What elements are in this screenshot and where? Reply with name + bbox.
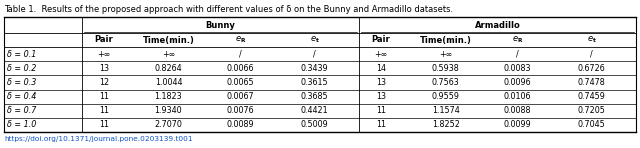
Text: 0.9559: 0.9559 <box>432 92 460 101</box>
Text: 1.9340: 1.9340 <box>155 106 182 115</box>
Text: Armadillo: Armadillo <box>474 21 520 29</box>
Text: https://doi.org/10.1371/journal.pone.0203139.t001: https://doi.org/10.1371/journal.pone.020… <box>4 136 193 142</box>
Text: $e_\mathregular{R}$: $e_\mathregular{R}$ <box>235 35 246 45</box>
Text: δ = 0.3: δ = 0.3 <box>7 78 36 87</box>
Text: +∞: +∞ <box>162 50 175 59</box>
Text: 0.0106: 0.0106 <box>504 92 531 101</box>
Text: Time(min.): Time(min.) <box>143 36 195 45</box>
Text: 0.0089: 0.0089 <box>227 120 254 129</box>
Text: 1.1574: 1.1574 <box>432 106 460 115</box>
Text: 0.7045: 0.7045 <box>578 120 605 129</box>
Text: δ = 1.0: δ = 1.0 <box>7 120 36 129</box>
Text: 14: 14 <box>376 64 386 73</box>
Text: +∞: +∞ <box>439 50 452 59</box>
Text: $e_\mathregular{t}$: $e_\mathregular{t}$ <box>310 35 319 45</box>
Text: 1.8252: 1.8252 <box>432 120 460 129</box>
Text: 0.0096: 0.0096 <box>504 78 532 87</box>
Text: δ = 0.1: δ = 0.1 <box>7 50 36 59</box>
Text: 0.3615: 0.3615 <box>301 78 328 87</box>
Text: 0.6726: 0.6726 <box>578 64 605 73</box>
Text: 13: 13 <box>376 92 386 101</box>
Text: $e_\mathregular{R}$: $e_\mathregular{R}$ <box>512 35 524 45</box>
Text: 11: 11 <box>376 106 386 115</box>
Text: Time(min.): Time(min.) <box>420 36 472 45</box>
Text: +∞: +∞ <box>374 50 388 59</box>
Text: /: / <box>239 50 242 59</box>
Text: 11: 11 <box>99 120 109 129</box>
Text: 11: 11 <box>376 120 386 129</box>
Text: δ = 0.2: δ = 0.2 <box>7 64 36 73</box>
Text: +∞: +∞ <box>97 50 111 59</box>
Text: Table 1.  Results of the proposed approach with different values of δ on the Bun: Table 1. Results of the proposed approac… <box>4 5 453 14</box>
Text: 0.0076: 0.0076 <box>227 106 254 115</box>
Text: /: / <box>516 50 519 59</box>
Text: 0.0088: 0.0088 <box>504 106 531 115</box>
Text: /: / <box>591 50 593 59</box>
Text: 0.0099: 0.0099 <box>504 120 532 129</box>
Text: 0.0066: 0.0066 <box>227 64 254 73</box>
Text: δ = 0.7: δ = 0.7 <box>7 106 36 115</box>
Text: Pair: Pair <box>95 36 113 45</box>
Text: 11: 11 <box>99 106 109 115</box>
Text: 0.0067: 0.0067 <box>227 92 254 101</box>
Text: 0.3685: 0.3685 <box>301 92 328 101</box>
Text: Bunny: Bunny <box>205 21 235 29</box>
Text: $e_\mathregular{t}$: $e_\mathregular{t}$ <box>587 35 596 45</box>
Text: 0.7205: 0.7205 <box>578 106 605 115</box>
Text: 0.0083: 0.0083 <box>504 64 531 73</box>
Text: 0.7563: 0.7563 <box>432 78 460 87</box>
Text: 0.8264: 0.8264 <box>155 64 182 73</box>
Text: 0.3439: 0.3439 <box>301 64 328 73</box>
Text: 13: 13 <box>99 64 109 73</box>
Text: δ = 0.4: δ = 0.4 <box>7 92 36 101</box>
Text: 13: 13 <box>376 78 386 87</box>
Text: 0.5009: 0.5009 <box>301 120 328 129</box>
Text: Pair: Pair <box>372 36 390 45</box>
Text: 0.5938: 0.5938 <box>432 64 460 73</box>
Text: 0.0065: 0.0065 <box>227 78 254 87</box>
Text: 11: 11 <box>99 92 109 101</box>
Text: /: / <box>313 50 316 59</box>
Text: 0.7459: 0.7459 <box>578 92 605 101</box>
Text: 0.7478: 0.7478 <box>578 78 605 87</box>
Text: 12: 12 <box>99 78 109 87</box>
Text: 2.7070: 2.7070 <box>154 120 182 129</box>
Text: 1.1823: 1.1823 <box>155 92 182 101</box>
Text: 0.4421: 0.4421 <box>301 106 328 115</box>
Text: 1.0044: 1.0044 <box>155 78 182 87</box>
